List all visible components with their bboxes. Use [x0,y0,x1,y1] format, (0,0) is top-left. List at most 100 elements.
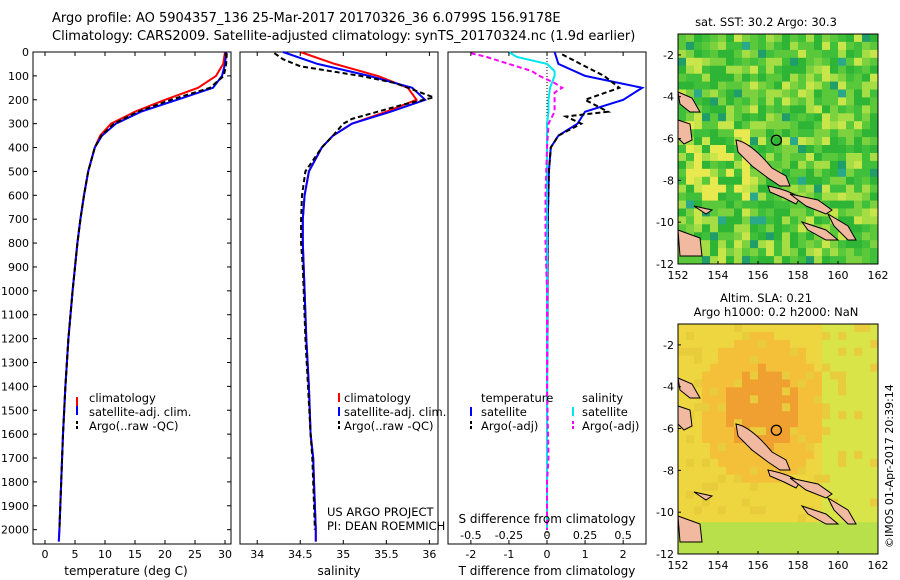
map-cell [838,435,847,444]
map-cell [822,387,831,396]
map-cell [838,160,847,170]
map-cell [830,395,839,404]
map-cell [790,546,799,555]
map-cell [742,379,751,388]
map-cell [750,403,759,412]
map-cell [838,113,847,122]
map-cell [782,81,791,90]
map-cell [766,355,775,365]
map-cell [686,363,695,373]
map-cell [702,160,711,170]
map-cell [790,176,799,186]
map-cell [702,482,711,491]
map-cell [822,435,831,444]
map-cell [862,347,871,357]
map-cell [846,339,855,349]
map-cell [862,216,871,225]
map-cell [734,506,743,515]
map-cell [790,113,799,122]
map-cell [870,522,879,531]
map-cell [766,514,775,523]
map-cell [710,347,719,357]
map-cell [718,121,727,130]
map-cell [774,89,783,98]
map-cell [790,256,799,265]
map-cell [742,474,751,484]
map-cell [830,546,839,555]
map-cell [694,355,703,365]
map-cell [718,208,727,217]
map-cell [822,379,831,388]
map-cell [718,339,727,349]
map-cell [870,145,879,154]
map-cell [854,41,863,51]
map-cell [710,153,719,162]
map-cell [838,256,847,265]
map-cell [694,113,703,122]
map-cell [694,506,703,515]
map-cell [790,224,799,233]
map-cell [750,121,759,130]
map-cell [838,530,847,539]
map-cell [830,403,839,412]
map-cell [830,435,839,444]
map-cell [782,482,791,491]
map-cell [694,34,703,43]
map-cell [758,232,767,241]
map-cell [838,105,847,114]
map-cell [870,208,879,217]
map-cell [750,419,759,428]
map-cell [822,113,831,122]
map-cell [702,419,711,428]
map-cell [846,347,855,357]
map-cell [734,232,743,241]
legend-s-argo: Argo(-adj) [582,419,639,433]
map-cell [750,498,759,507]
map-cell [870,355,879,365]
map-cell [718,97,727,106]
map-cell [678,482,687,491]
map-cell [750,113,759,122]
map-cell [710,435,719,444]
map-cell [790,522,799,531]
map-cell [838,546,847,555]
map-cell [806,458,815,468]
map-cell [830,224,839,233]
map-cell [854,216,863,225]
map-cell [846,458,855,468]
map-cell [774,81,783,90]
map-cell [774,248,783,257]
map-cell [814,371,823,380]
map-cell [726,490,735,499]
map-cell [726,522,735,531]
map-cell [758,41,767,51]
map-cell [838,168,847,178]
map-cell [838,41,847,51]
depth-tick-label: 1300 [1,356,29,369]
legend-climatology: climatology [89,391,156,405]
map-cell [694,216,703,225]
map-cell [718,443,727,452]
map-cell [798,387,807,396]
map-cell [774,546,783,555]
map-cell [718,331,727,341]
map-cell [694,324,703,333]
map-cell [758,506,767,515]
map-cell [782,331,791,341]
map-cell [758,89,767,98]
map-cell [750,240,759,249]
map-cell [694,232,703,241]
map-cell [702,57,711,67]
map-cell [686,113,695,122]
map-cell [734,371,743,380]
map-cell [718,192,727,201]
map-cell [814,427,823,436]
map-cell [830,113,839,122]
map-cell [734,113,743,122]
map-cell [782,184,791,194]
map-cell [742,355,751,365]
map-cell [830,184,839,194]
map-cell [678,498,687,507]
map-cell [694,466,703,476]
map-cell [846,474,855,484]
